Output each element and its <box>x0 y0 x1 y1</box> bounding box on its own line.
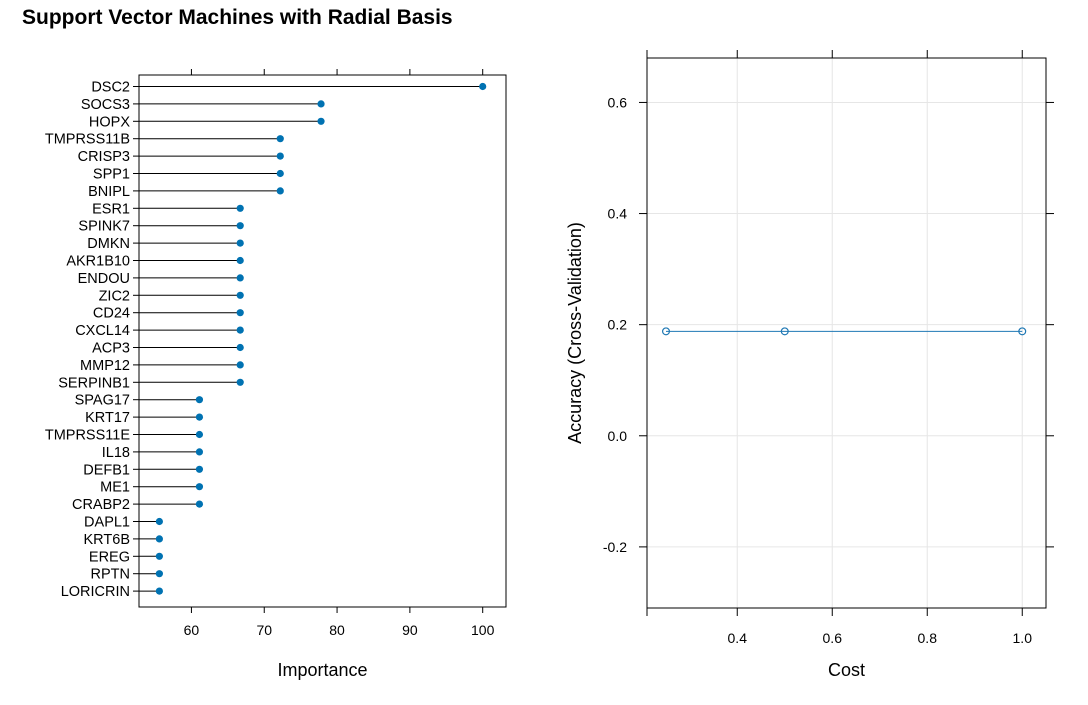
importance-point <box>195 448 204 456</box>
importance-point <box>155 552 163 560</box>
page-title: Support Vector Machines with Radial Basi… <box>22 6 453 29</box>
importance-point <box>236 256 244 265</box>
accuracy-series-point <box>1018 327 1027 336</box>
cost-x-tick-label: 0.4 <box>728 630 748 646</box>
importance-y-tick-label: SPP1 <box>93 167 130 183</box>
importance-point <box>276 169 284 178</box>
importance-y-tick-label: KRT6B <box>84 532 130 548</box>
importance-y-tick-label: KRT17 <box>85 410 130 426</box>
importance-point <box>236 361 244 369</box>
importance-point <box>236 291 244 299</box>
importance-point <box>195 396 204 404</box>
importance-y-tick-label: TMPRSS11E <box>45 428 130 444</box>
importance-y-tick-label: SERPINB1 <box>58 375 130 391</box>
cost-x-tick-label: 1.0 <box>1013 630 1033 646</box>
cost-plot-frame <box>646 57 1047 609</box>
importance-y-tick-label: CRABP2 <box>72 497 130 513</box>
importance-point <box>155 587 163 595</box>
importance-y-tick-label: MMP12 <box>80 358 130 374</box>
importance-point <box>195 500 204 508</box>
accuracy-y-tick-label: 0.0 <box>608 428 628 444</box>
importance-point <box>276 152 284 160</box>
importance-point <box>236 204 244 212</box>
importance-point <box>236 326 244 334</box>
importance-x-axis-label: Importance <box>277 660 367 680</box>
importance-y-tick-label: DAPL1 <box>84 515 130 531</box>
importance-x-tick-label: 90 <box>402 622 418 638</box>
importance-point <box>276 187 284 195</box>
importance-y-tick-label: ME1 <box>100 480 130 496</box>
importance-point <box>317 117 325 125</box>
cost-accuracy-panel: 0.4 0.6 0.8 1.0 Cost -0.2 0.0 0.2 0.4 0.6 Accuracy… <box>565 50 1054 680</box>
importance-point <box>155 570 163 578</box>
cost-x-tick-label: 0.8 <box>918 630 938 646</box>
accuracy-y-tick-label: 0.6 <box>608 94 628 110</box>
importance-y-tick-label: SPAG17 <box>75 393 130 409</box>
importance-y-tick-label: IL18 <box>102 445 130 461</box>
importance-point <box>236 239 244 247</box>
importance-point <box>195 465 204 473</box>
importance-y-tick-label: DEFB1 <box>83 462 130 478</box>
importance-y-tick-label: DSC2 <box>91 80 130 96</box>
cost-x-tick-label: 0.6 <box>823 630 843 646</box>
importance-point <box>236 222 244 230</box>
accuracy-y-tick-label: 0.4 <box>608 206 628 222</box>
accuracy-series-point <box>780 327 789 336</box>
importance-point <box>236 343 244 352</box>
importance-point <box>276 135 284 143</box>
importance-y-tick-label: CXCL14 <box>75 323 130 339</box>
importance-point <box>236 378 244 386</box>
importance-point <box>317 100 325 108</box>
accuracy-y-tick-label: 0.2 <box>608 317 628 333</box>
accuracy-y-axis-label: Accuracy (Cross-Validation) <box>565 222 585 444</box>
importance-y-tick-label: BNIPL <box>88 184 130 200</box>
importance-y-tick-label: ZIC2 <box>99 288 130 304</box>
importance-y-tick-label: ACP3 <box>92 341 130 357</box>
importance-point <box>236 309 244 317</box>
importance-point <box>236 274 244 282</box>
importance-y-tick-label: LORICRIN <box>61 584 130 600</box>
importance-x-tick-label: 70 <box>256 622 272 638</box>
accuracy-y-tick-label: -0.2 <box>603 539 627 555</box>
importance-y-tick-label: ENDOU <box>78 271 130 287</box>
importance-point <box>479 82 487 91</box>
importance-x-tick-label: 100 <box>471 622 495 638</box>
importance-y-tick-label: CRISP3 <box>78 149 130 165</box>
importance-point <box>195 430 204 439</box>
importance-y-tick-label: EREG <box>89 549 130 565</box>
importance-y-tick-label: HOPX <box>89 114 130 130</box>
importance-y-tick-label: DMKN <box>87 236 130 252</box>
importance-plot-frame <box>138 74 507 608</box>
importance-y-tick-label: RPTN <box>91 567 130 583</box>
importance-x-tick-label: 60 <box>184 622 200 638</box>
importance-y-tick-label: AKR1B10 <box>66 254 130 270</box>
importance-point <box>155 535 163 543</box>
importance-y-tick-label: TMPRSS11B <box>45 132 130 148</box>
importance-point <box>195 483 204 491</box>
importance-x-tick-label: 80 <box>329 622 345 638</box>
importance-y-tick-label: ESR1 <box>92 201 130 217</box>
importance-y-tick-label: SPINK7 <box>78 219 130 235</box>
importance-y-tick-label: CD24 <box>93 306 130 322</box>
importance-point <box>155 517 163 526</box>
importance-point <box>195 413 204 421</box>
cost-x-axis-label: Cost <box>828 660 865 680</box>
accuracy-series-point <box>661 327 670 336</box>
importance-y-tick-label: SOCS3 <box>81 97 130 113</box>
